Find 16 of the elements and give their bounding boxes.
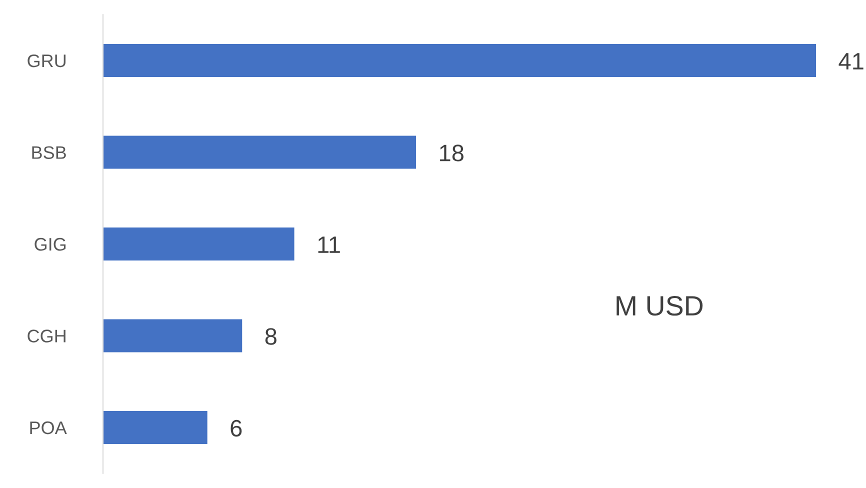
bar: [103, 410, 208, 444]
data-label: 41: [838, 53, 864, 70]
bar: [103, 227, 294, 261]
y-tick-label: BSB: [32, 146, 66, 159]
y-tick-label: POA: [30, 421, 67, 434]
data-label: 11: [318, 236, 340, 253]
data-label: 8: [265, 328, 276, 345]
data-label: 6: [230, 420, 242, 437]
bar: [103, 136, 416, 169]
y-tick-label: CGH: [28, 330, 66, 342]
annotation: M USD: [616, 296, 703, 316]
bar: [103, 319, 242, 352]
y-tick-label: GIG: [34, 238, 66, 251]
data-label: 18: [440, 144, 464, 162]
bar: [103, 44, 816, 78]
y-tick-label: GRU: [28, 54, 66, 68]
